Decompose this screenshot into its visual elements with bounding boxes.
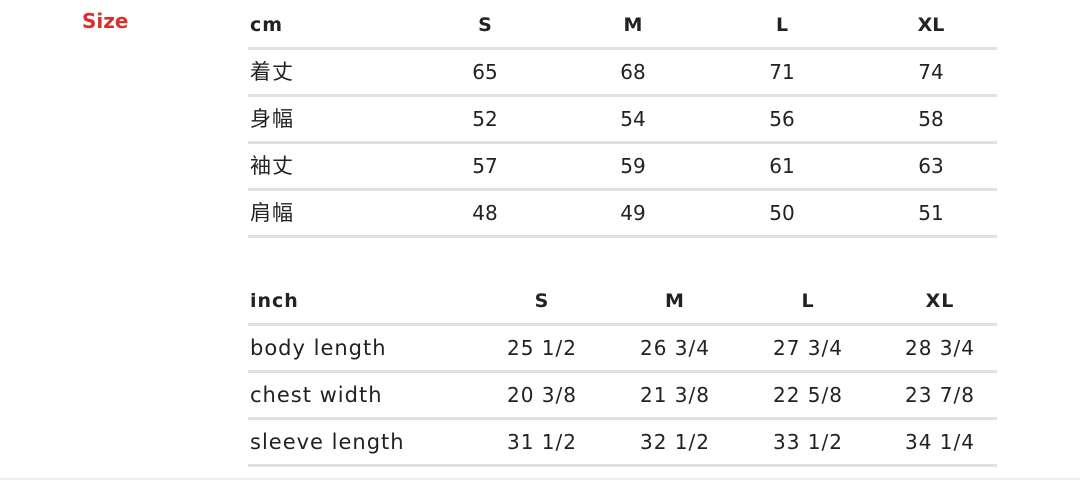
- table-row: 身幅 52 54 56 58: [248, 97, 997, 144]
- column-header: S: [478, 14, 492, 36]
- column-header: XL: [917, 14, 945, 36]
- table-cell: 25 1/2: [507, 336, 577, 360]
- table-cell: 28 3/4: [905, 336, 975, 360]
- column-header: XL: [925, 290, 955, 312]
- table-cell: 31 1/2: [507, 430, 577, 454]
- table-cell: 32 1/2: [640, 430, 710, 454]
- table-cell: 27 3/4: [773, 336, 843, 360]
- table-row: chest width 20 3/8 21 3/8 22 5/8 23 7/8: [248, 373, 997, 420]
- row-label: sleeve length: [250, 430, 405, 454]
- table-cell: 51: [918, 201, 944, 225]
- column-header: L: [801, 290, 815, 312]
- table-cell: 57: [472, 154, 498, 178]
- table-cell: 54: [620, 107, 646, 131]
- divider: [0, 478, 1080, 480]
- column-header: M: [665, 290, 685, 312]
- row-label: chest width: [250, 383, 383, 407]
- table-cell: 49: [620, 201, 646, 225]
- table-row: 着丈 65 68 71 74: [248, 50, 997, 97]
- column-header: S: [534, 290, 550, 312]
- table-header-row: cm S M L XL: [248, 3, 997, 50]
- table-cell: 21 3/8: [640, 383, 710, 407]
- row-label: body length: [250, 336, 387, 360]
- table-cell: 59: [620, 154, 646, 178]
- table-cell: 65: [472, 60, 498, 84]
- table-cell: 48: [472, 201, 498, 225]
- table-header-row: inch S M L XL: [248, 279, 997, 326]
- column-header: cm: [250, 14, 284, 36]
- table-cell: 63: [918, 154, 944, 178]
- table-cell: 61: [769, 154, 795, 178]
- table-cell: 34 1/4: [905, 430, 975, 454]
- table-row: sleeve length 31 1/2 32 1/2 33 1/2 34 1/4: [248, 420, 997, 467]
- table-cell: 68: [620, 60, 646, 84]
- column-header: M: [623, 14, 643, 36]
- row-label: 袖丈: [250, 154, 294, 178]
- inch-size-table: inch S M L XL body length 25 1/2 26 3/4 27 3/4 28…: [248, 279, 997, 467]
- table-cell: 50: [769, 201, 795, 225]
- column-header: inch: [250, 290, 299, 312]
- table-row: 袖丈 57 59 61 63: [248, 144, 997, 191]
- row-label: 肩幅: [250, 201, 294, 225]
- table-cell: 58: [918, 107, 944, 131]
- table-cell: 23 7/8: [905, 383, 975, 407]
- table-cell: 26 3/4: [640, 336, 710, 360]
- column-header: L: [775, 14, 789, 36]
- row-label: 身幅: [250, 107, 294, 131]
- table-cell: 20 3/8: [507, 383, 577, 407]
- row-label: 着丈: [250, 60, 294, 84]
- table-row: body length 25 1/2 26 3/4 27 3/4 28 3/4: [248, 326, 997, 373]
- table-cell: 56: [769, 107, 795, 131]
- table-cell: 33 1/2: [773, 430, 843, 454]
- table-cell: 74: [918, 60, 944, 84]
- table-cell: 71: [769, 60, 795, 84]
- size-title: Size: [82, 9, 129, 33]
- table-row: 肩幅 48 49 50 51: [248, 191, 997, 238]
- table-cell: 52: [472, 107, 498, 131]
- table-cell: 22 5/8: [773, 383, 843, 407]
- cm-size-table: cm S M L XL 着丈 65 68 71 74 身幅 52 54 56 58 袖丈 57 59 61 63 肩幅 4…: [248, 3, 997, 238]
